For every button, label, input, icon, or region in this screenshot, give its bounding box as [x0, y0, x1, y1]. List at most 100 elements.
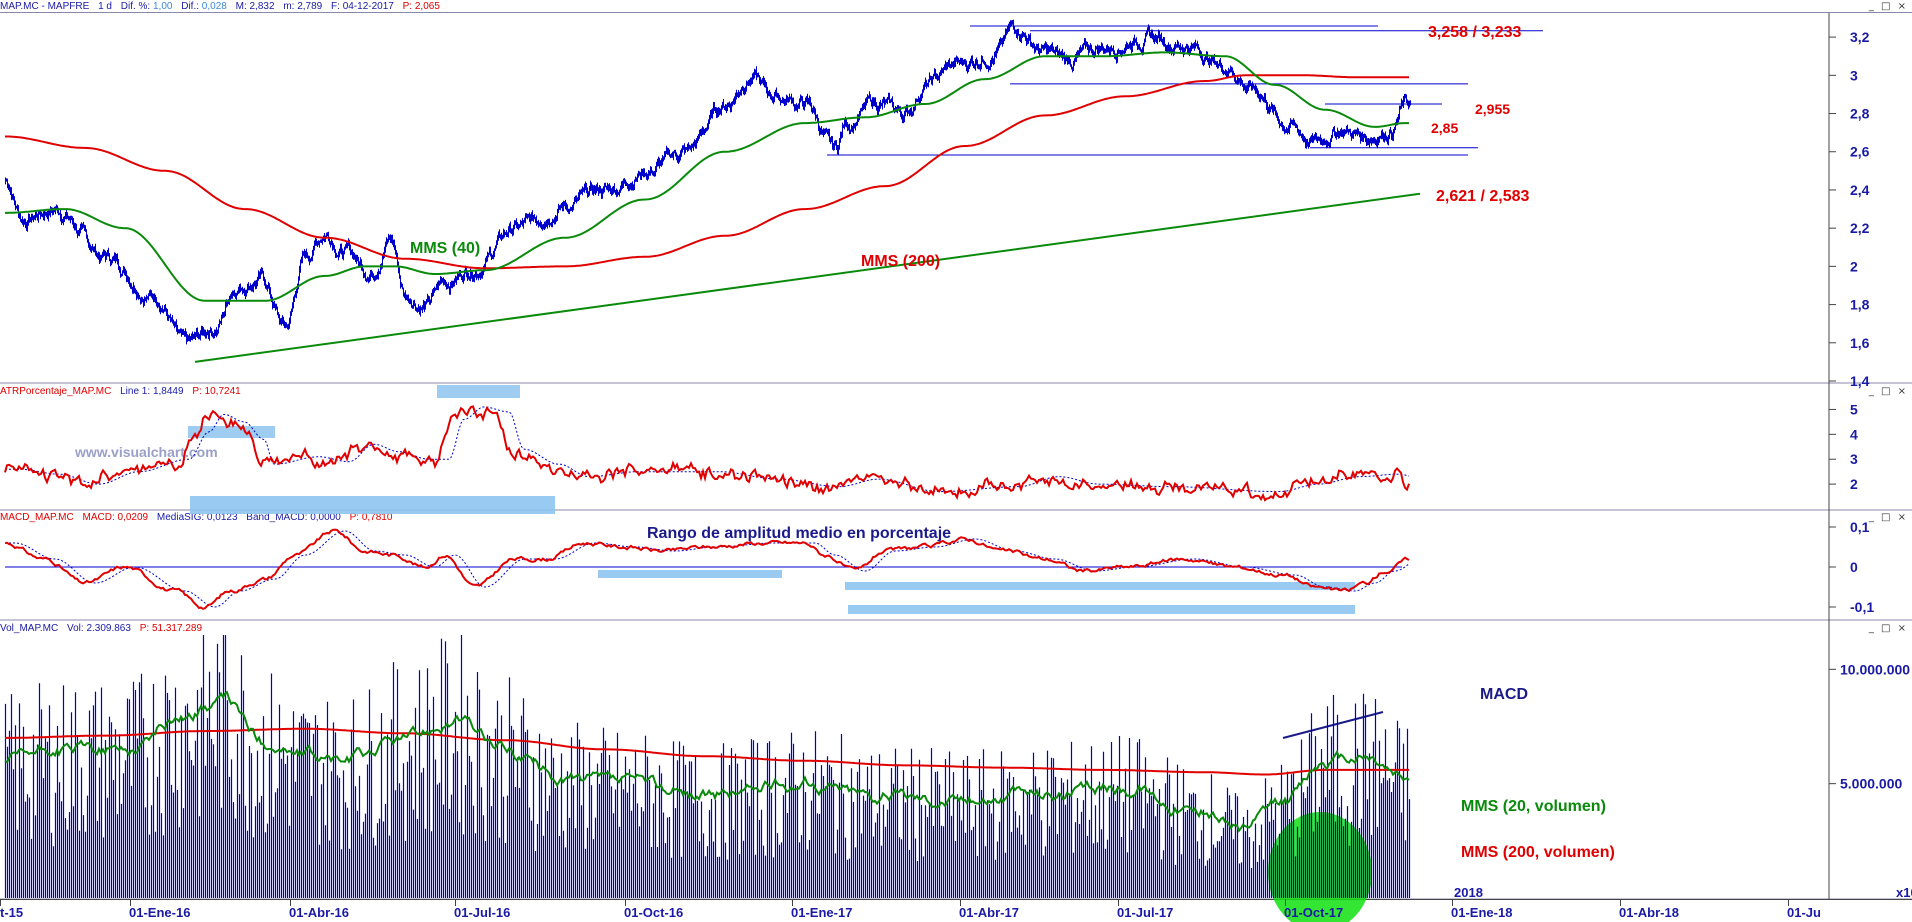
- vol-p-value: 51.317.289: [151, 623, 203, 634]
- atr-highlight-zone-3: [845, 582, 1355, 590]
- dif-value: 0,028: [201, 1, 227, 12]
- macd-ytick-label: 0,1: [1850, 519, 1870, 535]
- price-ytick-label: 3,2: [1850, 29, 1870, 45]
- volume-sma200-label: MMS (200, volumen): [1461, 844, 1615, 861]
- volume-bars: [4, 635, 1411, 898]
- volume-ytick-label: 5.000.000: [1840, 776, 1902, 792]
- xtick-label: 01-Abr-16: [289, 905, 349, 920]
- xtick-label: 01-Jul-17: [1117, 905, 1173, 920]
- band-label: Band_MACD:: [246, 512, 308, 523]
- price-ytick-label: 1,4: [1850, 373, 1870, 389]
- volume-ytick-label: 10.000.000: [1840, 661, 1910, 677]
- atr-highlight-zone-1: [190, 496, 555, 514]
- atr-ytick-label: 4: [1850, 426, 1858, 442]
- atr-name: ATRPorcentaje_MAP.MC: [0, 386, 112, 397]
- xtick-label: 01-Oct-17: [1284, 905, 1343, 920]
- sma200-line: [5, 74, 1409, 270]
- xtick-label: 01-Ene-17: [791, 905, 852, 920]
- year-label: 2018: [1454, 885, 1483, 900]
- level-label-2621-2583: 2,621 / 2,583: [1436, 188, 1530, 205]
- atr-p-label: P:: [192, 386, 202, 397]
- volume-panel-header: Vol_MAP.MC Vol: 2.309.863 P: 51.317.289: [0, 622, 202, 635]
- price-ytick-label: 1,6: [1850, 335, 1870, 351]
- corner-label: x10: [1896, 885, 1912, 900]
- price-ytick-label: 2,4: [1850, 182, 1870, 198]
- atr-line: [4, 405, 1410, 502]
- macd-ytick-label: -0,1: [1850, 599, 1874, 615]
- price-bars: [5, 19, 1411, 345]
- price-highlight-zone-1: [188, 426, 275, 438]
- atr-highlight-zone-4: [848, 605, 1355, 614]
- volume-sma20-line: [4, 690, 1410, 833]
- vol-p-label: P:: [139, 623, 150, 634]
- price-ytick-label: 2,6: [1850, 144, 1870, 160]
- price-ytick-label: 2: [1850, 258, 1858, 274]
- watermark: www.visualchart.com: [74, 444, 218, 460]
- macd-signal-line: [5, 530, 1410, 608]
- atr-window-controls[interactable]: _ □ ×: [1868, 386, 1908, 397]
- macd-window-controls[interactable]: _ □ ×: [1868, 512, 1908, 523]
- symbol-label: MAP.MC - MAPFRE: [0, 1, 90, 12]
- signal-value: 0,0123: [206, 512, 238, 523]
- xtick-label: 01-Abr-18: [1619, 905, 1679, 920]
- vol-label: Vol:: [66, 623, 84, 634]
- atr-p-value: 10,7241: [204, 386, 241, 397]
- atr-ytick-label: 3: [1850, 451, 1858, 467]
- macd-ytick-label: 0: [1850, 559, 1858, 575]
- max-label: M:: [235, 1, 247, 12]
- macd-p-label: P:: [349, 512, 360, 523]
- sma40-label: MMS (40): [410, 240, 480, 257]
- dif-pct-label: Dif. %:: [120, 1, 151, 12]
- dif-pct-value: 1,00: [152, 1, 173, 12]
- price-ytick-label: 1,8: [1850, 297, 1870, 313]
- xtick-label: 01-Jul-16: [454, 905, 510, 920]
- level-label-285: 2,85: [1431, 120, 1458, 136]
- max-value: 2,832: [249, 1, 275, 12]
- min-value: 2,789: [297, 1, 323, 12]
- price-highlight-zone-2: [437, 385, 520, 398]
- volume-sma200-line: [5, 727, 1409, 776]
- atr-ytick-label: 5: [1850, 401, 1858, 417]
- price-ytick-label: 2,8: [1850, 106, 1870, 122]
- macd-name: MACD_MAP.MC: [0, 512, 74, 523]
- macd-value: 0,0209: [117, 512, 149, 523]
- interval-label: 1 d: [98, 1, 112, 12]
- xtick-label: 01-Ene-18: [1451, 905, 1512, 920]
- macd-line: [4, 528, 1410, 610]
- dif-label: Dif.:: [181, 1, 200, 12]
- price-ytick-label: 2,2: [1850, 220, 1870, 236]
- price-window-controls[interactable]: _ □ ×: [1868, 1, 1908, 12]
- p-value: 2,065: [414, 1, 440, 12]
- macd-p-value: 0,7810: [361, 512, 393, 523]
- atr-line-value: 1,8449: [152, 386, 184, 397]
- vol-value: 2.309.863: [86, 623, 131, 634]
- atr-highlight-zone-2: [598, 570, 782, 578]
- price-panel-header: MAP.MC - MAPFRE 1 d Dif. %: 1,00 Dif.: 0…: [0, 0, 440, 13]
- atr-annotation: Rango de amplitud medio en porcentaje: [647, 525, 951, 542]
- xtick-label: 01-Ju: [1787, 905, 1821, 920]
- p-label: P:: [402, 1, 413, 12]
- band-value: 0,0000: [310, 512, 341, 523]
- macd-panel-header: MACD_MAP.MC MACD: 0,0209 MediaSIG: 0,012…: [0, 511, 392, 524]
- atr-panel-header: ATRPorcentaje_MAP.MC Line 1: 1,8449 P: 1…: [0, 385, 241, 398]
- support-trendline: [194, 192, 1421, 363]
- level-label-3258-3233: 3,258 / 3,233: [1428, 24, 1522, 41]
- min-label: m:: [283, 1, 295, 12]
- macd-label: MACD:: [82, 512, 115, 523]
- xtick-label: t-15: [0, 905, 23, 920]
- volume-sma20-label: MMS (20, volumen): [1461, 798, 1606, 815]
- macd-annotation: MACD: [1480, 686, 1528, 703]
- xtick-label: 01-Ene-16: [129, 905, 190, 920]
- sma40-line: [5, 51, 1409, 302]
- sma200-label: MMS (200): [861, 253, 940, 270]
- atr-ytick-label: 2: [1850, 476, 1858, 492]
- level-label-2955: 2,955: [1475, 101, 1510, 117]
- xtick-label: 01-Oct-16: [624, 905, 683, 920]
- price-ytick-label: 3: [1850, 67, 1858, 83]
- volume-window-controls[interactable]: _ □ ×: [1868, 623, 1908, 634]
- atr-line-label: Line 1:: [120, 386, 151, 397]
- date-value: 04-12-2017: [342, 1, 394, 12]
- vol-name: Vol_MAP.MC: [0, 623, 59, 634]
- date-label: F:: [331, 1, 340, 12]
